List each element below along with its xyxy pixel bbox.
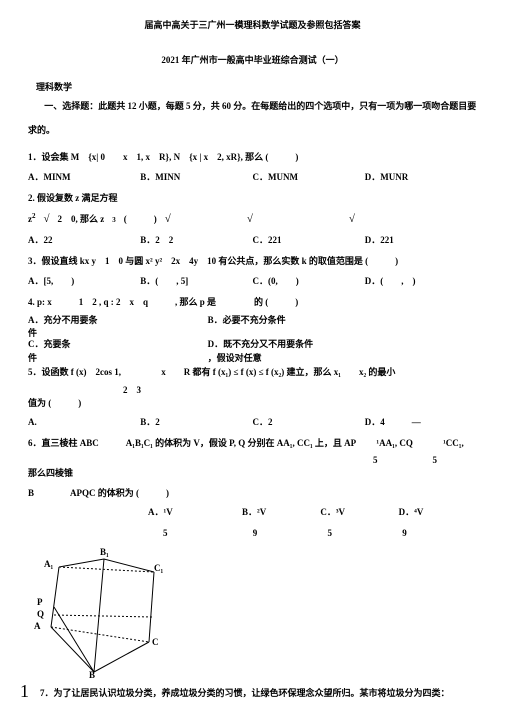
q5-opt-a: A. xyxy=(28,415,140,430)
q3-text: 3．假设直线 kx y 1 0 与圆 x² y² 2x 4y 10 有公共点，那… xyxy=(28,254,477,269)
label-a1: A₁ xyxy=(44,559,53,569)
q2-stem1: 2. 假设复数 z 满足方程 xyxy=(28,191,118,206)
q1-opt-c: C．MUNM xyxy=(253,170,365,185)
q6-opt-b-bot: 9 xyxy=(253,526,328,541)
q6-opt-c-bot: 5 xyxy=(327,526,402,541)
q1-stem: 1．设会集 M {x| 0 x 1, x R}, N {x | x 2, xR}… xyxy=(28,150,298,165)
q1-opt-a: A．MINM xyxy=(28,170,140,185)
q6-line3: B APQC 的体积为 ( ) xyxy=(28,486,477,501)
q4-row-tail: 件 ，假设对任意 xyxy=(28,352,477,366)
q5-opt-b: B．2 xyxy=(140,415,252,430)
q7-text: 7．为了让居民认识垃圾分类，养成垃圾分类的习惯，让绿色环保理念众望所归。某市将垃… xyxy=(40,686,477,701)
q5-opt-d: D．4 — xyxy=(365,415,477,430)
q2-opt-c: C．221 xyxy=(253,233,365,248)
q2-options: A．22 B．2 2 C．221 D．221 xyxy=(28,233,477,248)
page-number: 1 xyxy=(20,681,29,702)
q4-row-ab: A．充分不用要条 B．必要不充分条件 xyxy=(28,314,477,328)
q6-opt-b: B．²V xyxy=(242,505,320,520)
radical-icon: √ xyxy=(349,210,355,229)
label-a: A xyxy=(34,621,41,631)
q7-stem: 7．为了让居民认识垃圾分类，养成垃圾分类的习惯，让绿色环保理念众望所归。某市将垃… xyxy=(40,686,450,701)
main-title: 2021 年广州市一般高中毕业班综合测试（一） xyxy=(28,53,477,66)
q6-opt-d-bot: 9 xyxy=(402,526,477,541)
q3-stem: 3．假设直线 kx y 1 0 与圆 x² y² 2x 4y 10 有公共点，那… xyxy=(28,254,398,269)
label-b1-top: B₁ xyxy=(100,547,109,557)
q2-line2: z2 √ 2 0, 那么 z 3 ( ) √ √ √ xyxy=(28,210,477,229)
q2-opt-a: A．22 xyxy=(28,233,140,248)
q6-stem3: B APQC 的体积为 ( ) xyxy=(28,486,169,501)
label-p: P xyxy=(37,597,43,607)
q5-stem2: 值为 ( ) xyxy=(28,396,81,411)
q3-opt-d: D．( , ) xyxy=(365,274,477,289)
q2-paren: ( ) xyxy=(124,212,157,227)
q6-stem-a: 6．直三棱柱 ABC A₁B₁C₁ 的体积为 V，假设 P, Q 分别在 AA₁… xyxy=(28,438,356,448)
instruction-line2: 求的。 xyxy=(28,123,477,136)
q6-stem-b: ¹AA₁, CQ xyxy=(376,438,412,448)
q1-text: 1．设会集 M {x| 0 x 1, x R}, N {x | x 2, xR}… xyxy=(28,150,477,165)
q5-stem-b: x R 都有 f (x₁) ≤ f (x) ≤ f (x₂) 建立，那么 x₁ … xyxy=(161,367,395,377)
q3-opt-a: A．[5, ) xyxy=(28,274,140,289)
q6-frac-row: 5 5 xyxy=(28,455,477,466)
q3-opt-c: C．(0, ) xyxy=(253,274,365,289)
label-b: B xyxy=(89,670,95,680)
q6-frac-a: 5 xyxy=(373,455,378,466)
q1-opt-d: D．MUNR xyxy=(365,170,477,185)
section-title: 理科数学 xyxy=(36,80,477,93)
q2-sup2: 3 xyxy=(112,215,116,227)
label-q: Q xyxy=(37,609,44,619)
q4-opt-d: D．既不充分又不用要条件 xyxy=(208,338,477,352)
q4-opt-b: B．必要不充分条件 xyxy=(208,314,477,328)
radical-icon: √ xyxy=(44,210,50,229)
q4-stem1b: 的 ( ) xyxy=(254,295,298,310)
q3-options: A．[5, ) B．( , 5] C．(0, ) D．( , ) xyxy=(28,274,477,289)
q2-opt-b: B．2 2 xyxy=(140,233,252,248)
q6-stem-c: ¹CC₁, xyxy=(443,438,464,448)
prism-diagram: A₁ B₁ C₁ P Q A C B xyxy=(34,547,184,682)
q4-tail: ，假设对任意 xyxy=(208,352,477,366)
q1-opt-b: B．MINN xyxy=(140,170,252,185)
q5-mid: 2 3 xyxy=(123,385,477,396)
q2-z: z2 xyxy=(28,211,36,227)
q2-opt-d: D．221 xyxy=(365,233,477,248)
q5-options: A. B．2 C．2 D．4 — xyxy=(28,415,477,430)
q6-opt-d: D．⁴V xyxy=(399,505,477,520)
q4-opt-c: C．充要条 xyxy=(28,338,208,352)
q2-line1: 2. 假设复数 z 满足方程 xyxy=(28,191,477,206)
q5-opt-c: C．2 xyxy=(253,415,365,430)
q1-options: A．MINM B．MINN C．MUNM D．MUNR xyxy=(28,170,477,185)
label-c: C xyxy=(152,637,159,647)
q4-line1: 4. p: x 1 2 , q : 2 x q , 那么 p 是 的 ( ) xyxy=(28,295,477,310)
q6-frac-b: 5 xyxy=(433,455,438,466)
header-title: 届高中高关于三广州一模理科数学试题及参照包括答案 xyxy=(28,18,477,31)
label-c1: C₁ xyxy=(154,563,163,573)
q5-line2: 值为 ( ) xyxy=(28,396,477,411)
q6-options-bot: 5 9 5 9 xyxy=(28,526,477,541)
radical-icon: √ xyxy=(165,210,171,229)
q4-opt-a-cont: 件 xyxy=(28,328,477,339)
q6-options-top: A．¹V B．²V C．³V D．⁴V xyxy=(28,505,477,520)
q4-row-cd: C．充要条 D．既不充分又不用要条件 xyxy=(28,338,477,352)
q6-stem2: 那么四棱锥 xyxy=(28,466,73,481)
q6-line2: 那么四棱锥 xyxy=(28,466,477,481)
q5-text: 5．设函数 f (x) 2cos 1, x R 都有 f (x₁) ≤ f (x… xyxy=(28,365,477,380)
instruction-line1: 一、选择题：此题共 12 小题，每题 5 分，共 60 分。在每题给出的四个选项… xyxy=(28,99,477,113)
q4-opt-a: A．充分不用要条 xyxy=(28,314,208,328)
radical-icon: √ xyxy=(247,210,253,229)
q6-text: 6．直三棱柱 ABC A₁B₁C₁ 的体积为 V，假设 P, Q 分别在 AA₁… xyxy=(28,436,477,451)
q3-opt-b: B．( , 5] xyxy=(140,274,252,289)
q4-stem1: 4. p: x 1 2 , q : 2 x q , 那么 p 是 xyxy=(28,295,216,310)
q6-opt-a-bot: 5 xyxy=(163,526,253,541)
q5-stem-a: 5．设函数 f (x) 2cos 1, xyxy=(28,367,121,377)
q4-opt-c-cont: 件 xyxy=(28,352,208,366)
q2-stem2: 2 0, 那么 z xyxy=(58,212,105,227)
q6-opt-c: C．³V xyxy=(320,505,398,520)
q6-opt-a: A．¹V xyxy=(148,505,242,520)
